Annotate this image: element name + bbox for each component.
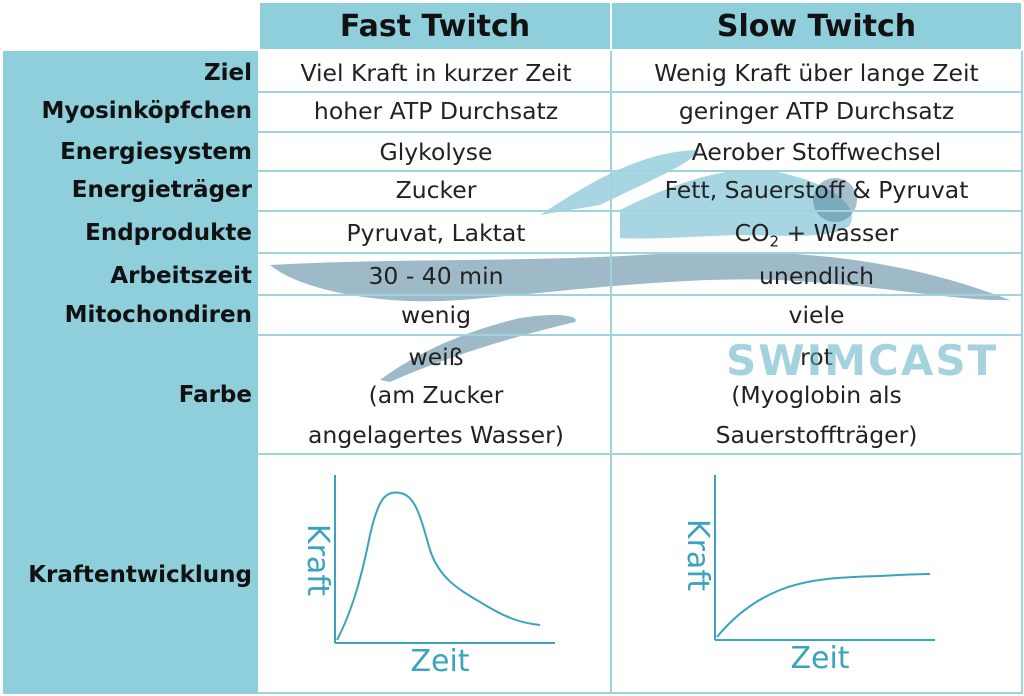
cell-fast-ziel: Viel Kraft in kurzer Zeit bbox=[300, 59, 572, 87]
cell-fast-farbe-line3: angelagertes Wasser) bbox=[308, 421, 564, 449]
row-divider bbox=[258, 252, 1023, 254]
x-axis-label: Zeit bbox=[790, 641, 849, 676]
cell-slow-mitochondrien: viele bbox=[788, 301, 845, 329]
row-label-mitochondiren: Mitochondiren bbox=[64, 302, 252, 328]
cell-fast-farbe-line1: weiß bbox=[408, 343, 464, 371]
slow-twitch-force-graph: Kraft Zeit bbox=[680, 475, 935, 676]
cell-fast-farbe-line2: (am Zucker bbox=[368, 381, 504, 409]
row-label-energiesystem: Energiesystem bbox=[60, 139, 252, 165]
row-label-energietraeger: Energieträger bbox=[71, 177, 252, 203]
cell-slow-energiesystem: Aerober Stoffwechsel bbox=[691, 138, 942, 166]
cell-fast-arbeitszeit: 30 - 40 min bbox=[368, 262, 504, 290]
row-label-arbeitszeit: Arbeitszeit bbox=[110, 263, 252, 289]
cell-fast-myosin: hoher ATP Durchsatz bbox=[313, 97, 559, 125]
cell-slow-farbe-line1: rot bbox=[800, 343, 833, 371]
swimcast-watermark: SWIMCAST bbox=[726, 336, 999, 385]
cell-fast-mitochondrien: wenig bbox=[400, 301, 472, 329]
x-axis-label: Zeit bbox=[410, 644, 469, 679]
cell-slow-arbeitszeit: unendlich bbox=[759, 262, 874, 290]
cell-slow-endprodukte: CO2 + Wasser bbox=[612, 218, 1021, 257]
row-label-farbe: Farbe bbox=[178, 382, 252, 408]
cell-slow-ziel: Wenig Kraft über lange Zeit bbox=[654, 59, 979, 87]
cell-slow-farbe-line2: (Myoglobin als bbox=[731, 381, 902, 409]
row-divider bbox=[258, 131, 1023, 133]
y-axis-label: Kraft bbox=[300, 524, 335, 596]
cell-slow-energietraeger: Fett, Sauerstoff & Pyruvat bbox=[664, 176, 969, 204]
row-label-kraftentwicklung: Kraftentwicklung bbox=[28, 562, 252, 588]
cell-fast-energiesystem: Glykolyse bbox=[379, 138, 493, 166]
cell-fast-endprodukte: Pyruvat, Laktat bbox=[346, 219, 526, 247]
cell-fast-energietraeger: Zucker bbox=[395, 176, 477, 204]
cell-slow-myosin: geringer ATP Durchsatz bbox=[678, 97, 955, 125]
row-divider bbox=[258, 334, 1023, 336]
row-divider bbox=[258, 210, 1023, 212]
force-curve bbox=[716, 573, 931, 638]
co2-text: CO bbox=[734, 219, 770, 247]
row-divider bbox=[258, 170, 1023, 172]
row-label-ziel: Ziel bbox=[203, 60, 252, 86]
row-label-endprodukte: Endprodukte bbox=[85, 220, 252, 246]
header-fast-twitch: Fast Twitch bbox=[260, 3, 610, 49]
wasser-text: + Wasser bbox=[779, 219, 899, 247]
column-divider bbox=[610, 51, 612, 694]
row-label-column bbox=[3, 51, 258, 694]
row-label-myosinkoepfchen: Myosinköpfchen bbox=[41, 98, 252, 124]
row-divider bbox=[258, 453, 1023, 455]
row-divider bbox=[258, 91, 1023, 93]
row-divider bbox=[258, 692, 1023, 694]
force-curve bbox=[336, 491, 541, 641]
header-slow-twitch: Slow Twitch bbox=[612, 3, 1021, 49]
row-divider bbox=[258, 294, 1023, 296]
fast-twitch-force-graph: Kraft Zeit bbox=[300, 475, 555, 679]
y-axis-label: Kraft bbox=[680, 519, 715, 591]
cell-slow-farbe-line3: Sauerstoffträger) bbox=[715, 421, 918, 449]
right-border bbox=[1021, 51, 1023, 694]
co2-subscript: 2 bbox=[769, 232, 780, 251]
